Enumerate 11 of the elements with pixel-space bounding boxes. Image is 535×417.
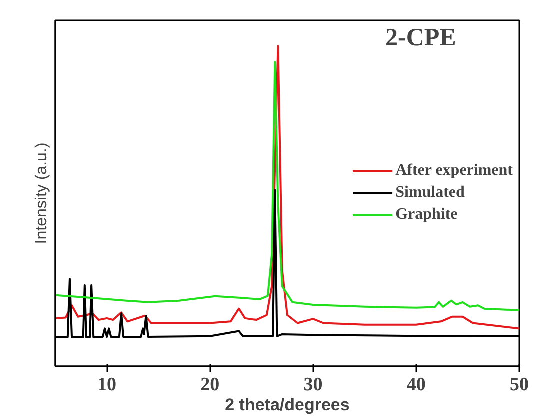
- x-tick-label: 40: [406, 374, 426, 396]
- legend-label: Simulated: [396, 184, 465, 202]
- x-tick-label: 10: [98, 374, 117, 396]
- legend-label: Graphite: [396, 206, 458, 224]
- x-tick-label: 30: [304, 374, 323, 396]
- y-axis-title: Intensity (a.u.): [34, 142, 50, 244]
- legend-label: After experiment: [396, 162, 513, 180]
- annotation: 2-CPE: [386, 24, 456, 52]
- x-axis-title: 2 theta/degrees: [225, 396, 350, 414]
- x-tick-label: 20: [200, 374, 220, 396]
- x-tick-label: 50: [510, 374, 529, 396]
